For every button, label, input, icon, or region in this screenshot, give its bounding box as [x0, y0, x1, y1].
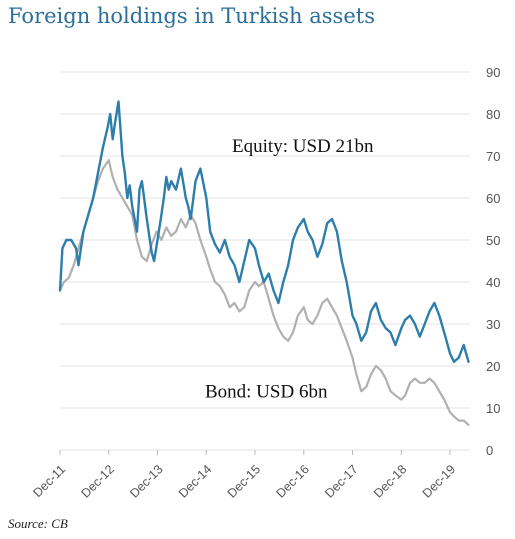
x-tick-label: Dec-12	[78, 462, 116, 500]
chart-title: Foreign holdings in Turkish assets	[8, 4, 375, 28]
x-tick-label: Dec-17	[322, 462, 360, 500]
annotation-equity: Equity: USD 21bn	[232, 136, 374, 157]
source-note: Source: CB	[8, 516, 68, 531]
x-tick-label: Dec-14	[176, 462, 214, 500]
y-tick-label: 0	[486, 443, 493, 458]
x-tick-label: Dec-13	[127, 462, 165, 500]
y-tick-label: 90	[486, 65, 500, 80]
y-axis-ticks: 0 10 20 30 40 50 60 70 80 90	[486, 65, 500, 458]
y-tick-label: 50	[486, 233, 500, 248]
x-tick-label: Dec-19	[420, 462, 458, 500]
x-axis-ticks: Dec-11 Dec-12 Dec-13 Dec-14 Dec-15 Dec-16 Dec-…	[30, 450, 458, 501]
series-lines	[58, 100, 470, 426]
series-line-equity	[58, 100, 470, 363]
x-tick-label: Dec-16	[273, 462, 311, 500]
grid-lines	[60, 71, 470, 451]
x-tick-label: Dec-15	[225, 462, 263, 500]
y-tick-label: 30	[486, 317, 500, 332]
y-tick-label: 60	[486, 191, 500, 206]
annotation-bond: Bond: USD 6bn	[205, 382, 328, 403]
y-tick-label: 10	[486, 401, 500, 416]
series-annotations: Equity: USD 21bn Bond: USD 6bn	[205, 136, 374, 403]
x-tick-label: Dec-11	[30, 462, 68, 500]
y-tick-label: 70	[486, 149, 500, 164]
x-tick-label: Dec-18	[371, 462, 409, 500]
y-tick-label: 80	[486, 107, 500, 122]
y-tick-label: 40	[486, 275, 500, 290]
y-tick-label: 20	[486, 359, 500, 374]
